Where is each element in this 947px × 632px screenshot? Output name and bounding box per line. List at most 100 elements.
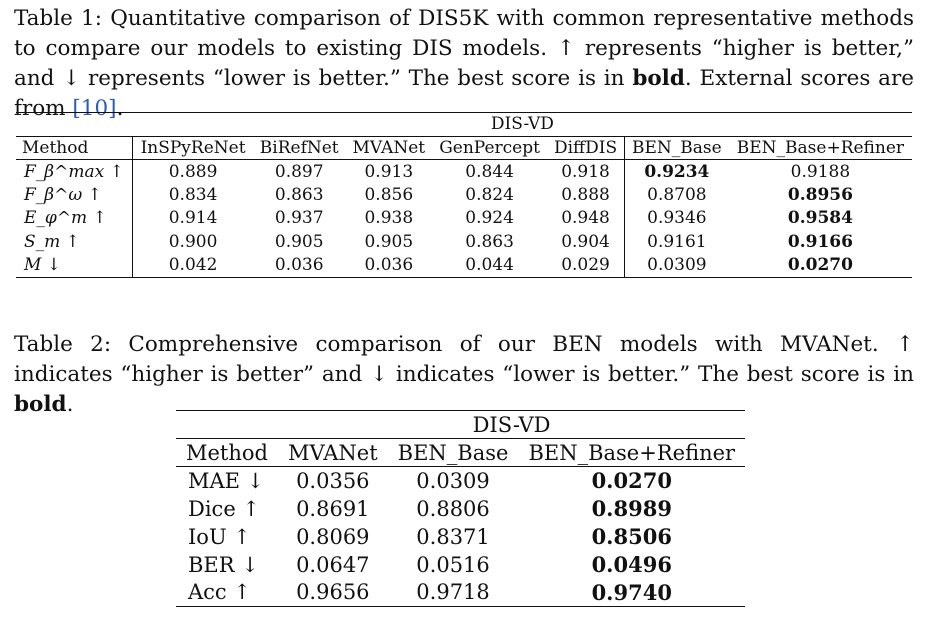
table1-cell: 0.905 — [274, 231, 324, 252]
table1: DIS-VD Method InSPyReNet BiRefNet MVANet Gen… — [16, 112, 912, 278]
table1-header-row: Method InSPyReNet BiRefNet MVANet GenPercept… — [16, 136, 912, 160]
table2-col-header: Method — [186, 440, 268, 465]
table1-row: S_m ↑ 0.900 0.905 0.905 0.863 0.904 0.9161 0.91… — [16, 230, 912, 254]
table2-row: Acc ↑ 0.9656 0.9718 0.9740 — [176, 579, 746, 607]
table1-cell: 0.036 — [274, 255, 324, 275]
table2-body: MAE ↓ 0.0356 0.0309 0.0270 Dice ↑ 0.8691 0.880… — [176, 466, 746, 607]
table1-cell: 0.0309 — [623, 253, 729, 277]
table1-cell: 0.8708 — [623, 183, 729, 207]
table2-row: BER ↓ 0.0647 0.0516 0.0496 — [176, 551, 745, 579]
table2-cell: 0.9718 — [416, 580, 490, 605]
table1-cell: 0.9346 — [623, 206, 729, 230]
table2-cell: 0.0647 — [296, 552, 370, 577]
table2-cell: 0.8506 — [591, 524, 672, 549]
table1-col-header: MVANet — [352, 137, 426, 158]
table2-cell: 0.0270 — [591, 468, 672, 494]
table1-cell: 0.8956 — [787, 184, 853, 205]
table1-col-header: BEN_Base — [623, 136, 729, 160]
table2-row-metric: Dice ↑ — [188, 496, 261, 521]
table1-row: M ↓ 0.042 0.036 0.036 0.044 0.029 0.0309 0.0270 — [16, 253, 912, 277]
table1-cell: 0.029 — [561, 255, 610, 275]
table2-cell: 0.8371 — [416, 524, 490, 549]
table1-body: F_β^max ↑ 0.889 0.897 0.913 0.844 0.918 0.9234… — [16, 159, 912, 277]
table1-row: F_β^max ↑ 0.889 0.897 0.913 0.844 0.918 0.9234… — [16, 159, 912, 183]
table1-row-metric: S_m ↑ — [16, 230, 134, 254]
table2-row-metric: BER ↓ — [188, 552, 259, 577]
table1-cell: 0.948 — [561, 208, 610, 229]
table1-cell: 0.9161 — [623, 230, 729, 254]
table2-caption-label: Table 2: — [14, 332, 112, 357]
table1-cell: 0.938 — [364, 208, 414, 229]
table1-cell: 0.9166 — [787, 231, 853, 252]
table1-cell: 0.0270 — [787, 255, 853, 275]
table2-row: IoU ↑ 0.8069 0.8371 0.8506 — [176, 523, 745, 551]
table1-cell: 0.9234 — [623, 159, 729, 183]
table2-group-header: DIS-VD — [277, 410, 746, 439]
table2: DIS-VD Method MVANet BEN_Base BEN_Base+Refi… — [176, 410, 746, 607]
table1-col-header: BEN_Base+Refiner — [736, 137, 905, 158]
table2-caption-text: Comprehensive comparison of our BEN mode… — [14, 332, 914, 387]
table1-empty-corner — [16, 113, 133, 137]
table1-col-header: DiffDIS — [553, 137, 618, 158]
table1-cell: 0.905 — [364, 231, 414, 252]
table2-row-metric: MAE ↓ — [188, 468, 265, 493]
table2-cell: 0.9740 — [591, 579, 672, 605]
table1-cell: 0.918 — [561, 161, 610, 182]
table1-row: E_φ^m ↑ 0.914 0.937 0.938 0.924 0.948 0.9346 0.… — [16, 206, 912, 230]
table2-cell: 0.8069 — [296, 524, 370, 549]
table1-col-header: InSPyReNet — [140, 137, 246, 158]
table1-cell: 0.897 — [274, 161, 324, 182]
table1-cell: 0.9188 — [790, 161, 851, 182]
table1-row: F_β^ω ↑ 0.834 0.863 0.856 0.824 0.888 0.8708 0.… — [16, 183, 912, 207]
table1-cell: 0.9584 — [787, 208, 853, 229]
table2-cell: 0.0356 — [296, 468, 370, 493]
table2-cell: 0.0309 — [416, 468, 490, 493]
table2-col-header: BEN_Base — [397, 440, 509, 465]
table1-col-header: BiRefNet — [259, 137, 339, 158]
table1-caption-text-2: . External scores are from — [14, 66, 914, 121]
table2-cell: 0.0516 — [416, 552, 490, 577]
table1-row-metric: F_β^ω ↑ — [16, 183, 134, 207]
table2-empty-corner — [176, 411, 278, 439]
table1-cell: 0.863 — [465, 231, 514, 252]
table1-caption: Table 1: Quantitative comparison of DIS5… — [14, 4, 914, 124]
table2-cell: 0.9656 — [296, 580, 370, 605]
table1-cell: 0.913 — [364, 161, 414, 182]
table2-cell: 0.0496 — [591, 552, 672, 577]
table2-row: Dice ↑ 0.8691 0.8806 0.8989 — [176, 495, 745, 523]
table2-row: MAE ↓ 0.0356 0.0309 0.0270 — [176, 466, 746, 495]
table1-caption-label: Table 1: — [14, 6, 102, 31]
table1-cell: 0.924 — [465, 208, 514, 229]
table1-cell: 0.863 — [274, 184, 324, 205]
table1-group-header: DIS-VD — [132, 112, 912, 137]
table1-caption-bold: bold — [632, 66, 685, 91]
table2-row-metric: IoU ↑ — [188, 524, 251, 549]
table2-col-header: MVANet — [287, 440, 378, 465]
table2-caption-end: . — [66, 392, 74, 417]
table1-row-metric: M ↓ — [16, 253, 134, 277]
table1-cell: 0.834 — [168, 184, 218, 205]
table1-cell: 0.044 — [465, 255, 514, 275]
table2-cell: 0.8989 — [591, 496, 672, 521]
table2-cell: 0.8806 — [416, 496, 490, 521]
table1-col-header: Method — [16, 136, 134, 160]
table2-header-row: Method MVANet BEN_Base BEN_Base+Refiner — [176, 438, 746, 467]
table1-cell: 0.889 — [168, 161, 218, 182]
table1-cell: 0.914 — [168, 208, 218, 229]
table2-caption-bold: bold — [14, 392, 67, 417]
table2-col-header: BEN_Base+Refiner — [528, 440, 736, 465]
table2-cell: 0.8691 — [296, 496, 370, 521]
table1-caption-end: . — [116, 96, 124, 121]
table1-cell: 0.844 — [465, 161, 514, 182]
table1-cell: 0.937 — [274, 208, 324, 229]
table1-cell: 0.904 — [561, 231, 610, 252]
table1-col-header: GenPercept — [439, 137, 540, 158]
table1-caption-text: Quantitative comparison of DIS5K with co… — [14, 6, 914, 91]
table2-row-metric: Acc ↑ — [188, 580, 251, 605]
table1-cell: 0.036 — [364, 255, 414, 275]
table1-row-metric: E_φ^m ↑ — [16, 206, 134, 230]
table1-cell: 0.824 — [465, 184, 514, 205]
table1-cell: 0.888 — [561, 184, 610, 205]
citation-link[interactable]: [10] — [72, 96, 117, 121]
table1-cell: 0.856 — [364, 184, 414, 205]
